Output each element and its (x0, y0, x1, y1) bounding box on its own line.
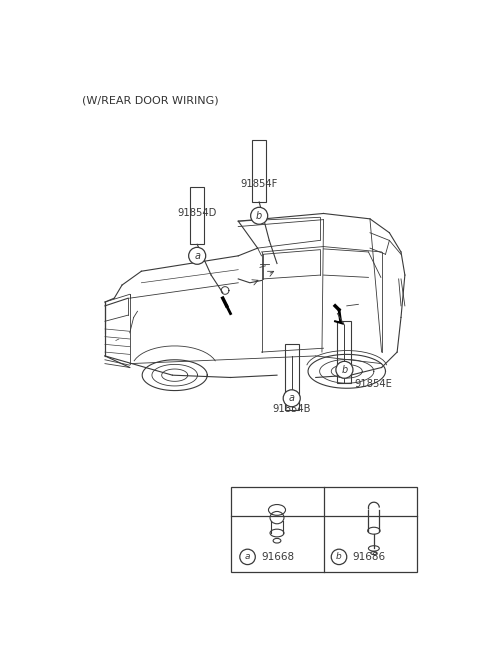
Text: 91686: 91686 (352, 552, 385, 562)
Text: 91854D: 91854D (178, 208, 217, 218)
Bar (285, 344, 299, 410)
Circle shape (240, 549, 255, 565)
Text: a: a (245, 552, 250, 562)
Circle shape (189, 247, 206, 264)
Text: 91854B: 91854B (273, 403, 311, 414)
Circle shape (283, 390, 300, 407)
Text: a: a (194, 251, 200, 261)
Text: 91854F: 91854F (240, 179, 278, 189)
Text: b: b (256, 211, 262, 221)
Bar (337, 321, 351, 383)
Text: a: a (289, 393, 295, 403)
Text: (W/REAR DOOR WIRING): (W/REAR DOOR WIRING) (82, 96, 218, 106)
Circle shape (331, 549, 347, 565)
Text: 91854E: 91854E (355, 379, 392, 389)
Circle shape (336, 361, 353, 379)
Circle shape (251, 207, 268, 224)
Text: b: b (336, 552, 342, 562)
Bar (230, 487, 417, 571)
Text: b: b (341, 365, 348, 375)
Bar (190, 186, 204, 244)
Text: 91668: 91668 (262, 552, 295, 562)
Bar (252, 140, 266, 202)
